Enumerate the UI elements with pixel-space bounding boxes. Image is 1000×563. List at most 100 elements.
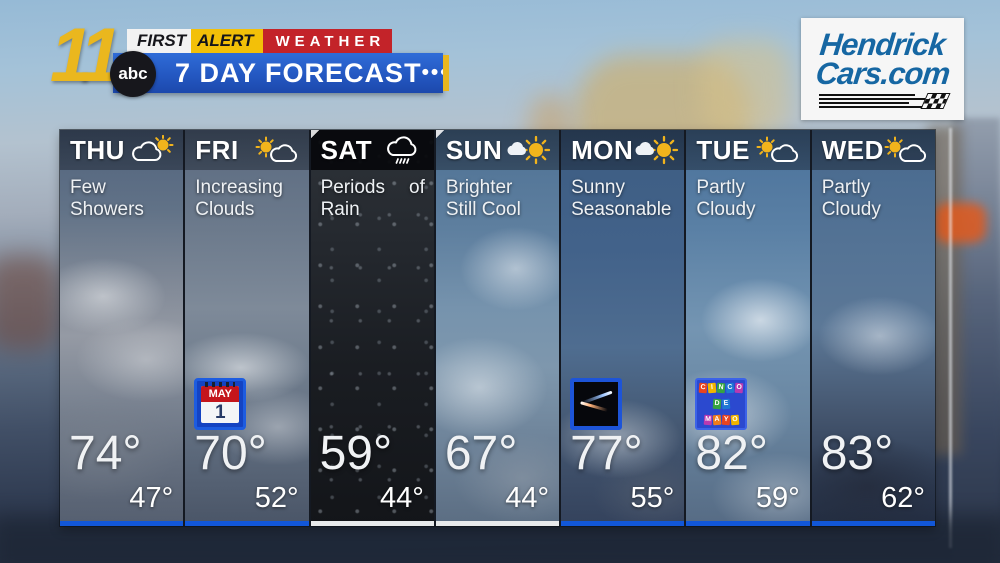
low-temperature: 59°: [755, 482, 800, 514]
seven-day-forecast-panel: THU Few Showers 74° 47° FRI Increasing Clo…: [60, 130, 935, 526]
column-accent-bar: [310, 521, 434, 526]
calendar-day: 1: [214, 402, 226, 423]
event-badge-slot: [311, 370, 434, 430]
high-temperature: 67°: [444, 427, 518, 480]
sun-cloudlet-icon: [633, 135, 679, 165]
condition-text: Partly: [696, 177, 745, 198]
city-building-blur: [700, 40, 790, 135]
condition-text: Cloudy: [696, 198, 756, 220]
high-temperature: 74°: [69, 427, 142, 480]
event-badge-slot: [561, 370, 684, 430]
day-header: SAT: [310, 130, 434, 170]
event-badge-slot: [812, 370, 935, 430]
forecast-day-sun: SUN Brighter Still Cool 67° 44°: [435, 130, 562, 526]
day-header: TUE: [686, 130, 810, 170]
condition-text: Sunny: [571, 177, 625, 198]
forecast-day-fri: FRI Increasing Clouds MAY 1 70° 52°: [185, 130, 311, 526]
condition-text: Increasing: [195, 177, 283, 198]
high-temperature: 83°: [820, 427, 894, 480]
photo-background-area: [311, 225, 434, 370]
calendar-month: MAY: [201, 386, 240, 402]
condition-description: Few Showers: [60, 170, 183, 225]
event-badge-slot: MAY 1: [185, 370, 308, 430]
sun-cloud-icon: [756, 135, 802, 165]
condition-text: Still Cool: [445, 198, 521, 220]
photo-background-area: [60, 225, 183, 370]
speed-lines: [818, 93, 951, 109]
high-temperature: 82°: [695, 427, 768, 480]
condition-text: Periods of: [320, 177, 425, 198]
ellipsis-dots-icon: •••: [421, 61, 450, 84]
sun-cloud-icon: [884, 135, 930, 165]
day-header: WED: [811, 130, 935, 170]
column-accent-bar: [185, 521, 309, 526]
condition-text: Partly: [821, 177, 871, 198]
sponsor-hendrickcars-logo: Hendrick Cars.com: [801, 18, 964, 120]
weather-label: WEATHER: [263, 29, 393, 53]
orange-building-glow: [934, 203, 986, 243]
condition-description: Sunny Seasonable: [561, 170, 684, 225]
day-name: SAT: [320, 134, 373, 165]
low-temperature: 47°: [129, 482, 174, 514]
building-edge-highlight: [949, 128, 952, 548]
photo-background-area: [812, 225, 935, 370]
low-temperature: 44°: [379, 482, 424, 514]
event-badge-slot: [60, 370, 183, 430]
condition-description: Increasing Clouds: [185, 170, 308, 225]
forecast-title-bar: 7 DAY FORECAST •••: [113, 53, 449, 93]
low-temperature: 44°: [505, 482, 550, 514]
condition-description: Partly Cloudy: [812, 170, 935, 225]
day-header: FRI: [185, 130, 309, 170]
condition-description: Brighter Still Cool: [436, 170, 559, 225]
forecast-day-thu: THU Few Showers 74° 47°: [60, 130, 186, 526]
forecast-day-mon: MON Sunny Seasonable 77° 55°: [561, 130, 687, 526]
column-accent-bar: [686, 521, 810, 526]
condition-text: Seasonable: [571, 198, 672, 220]
first-alert-weather-banner: FIRST ALERT WEATHER: [127, 29, 393, 53]
forecast-day-wed: WED Partly Cloudy 83° 62°: [811, 130, 935, 526]
day-header: MON: [561, 130, 685, 170]
page-title: 7 DAY FORECAST: [175, 57, 422, 88]
forecast-day-sat: SAT Periods of Rain 59° 44°: [310, 130, 436, 526]
high-temperature: 59°: [319, 427, 393, 480]
rain-icon: [380, 133, 426, 167]
condition-text: Cloudy: [821, 198, 881, 220]
left-building-blur: [0, 255, 60, 350]
condition-description: Periods of Rain: [311, 170, 434, 225]
day-name: FRI: [195, 134, 239, 165]
day-name: WED: [821, 134, 884, 165]
may-1-calendar-icon: MAY 1: [194, 378, 247, 430]
condition-text: Showers: [70, 198, 144, 220]
low-temperature: 52°: [254, 482, 299, 514]
column-accent-bar: [60, 521, 184, 526]
condition-description: Partly Cloudy: [686, 170, 809, 225]
condition-text: Few: [70, 177, 106, 198]
low-temperature: 62°: [881, 482, 925, 514]
condition-text: Rain: [320, 198, 360, 220]
sun-cloudlet-icon: [505, 135, 551, 165]
cloud-sun-icon: [129, 135, 175, 165]
high-temperature: 77°: [570, 427, 643, 480]
sponsor-name-line2: Cars.com: [814, 56, 951, 91]
photo-background-area: [686, 225, 809, 370]
day-name: THU: [70, 134, 125, 165]
day-name: MON: [571, 134, 634, 165]
day-header: THU: [60, 130, 184, 170]
meteor-shower-icon: [570, 378, 623, 430]
photo-background-area: [185, 225, 308, 370]
photo-background-area: [561, 225, 684, 370]
day-name: TUE: [696, 134, 750, 165]
alert-label: ALERT: [191, 29, 264, 53]
photo-background-area: [436, 225, 559, 370]
sun-cloud-icon: [255, 135, 301, 165]
high-temperature: 70°: [194, 427, 267, 480]
first-label: FIRST: [127, 29, 192, 53]
day-name: SUN: [445, 134, 503, 165]
column-accent-bar: [811, 521, 935, 526]
event-badge-slot: [436, 370, 559, 430]
